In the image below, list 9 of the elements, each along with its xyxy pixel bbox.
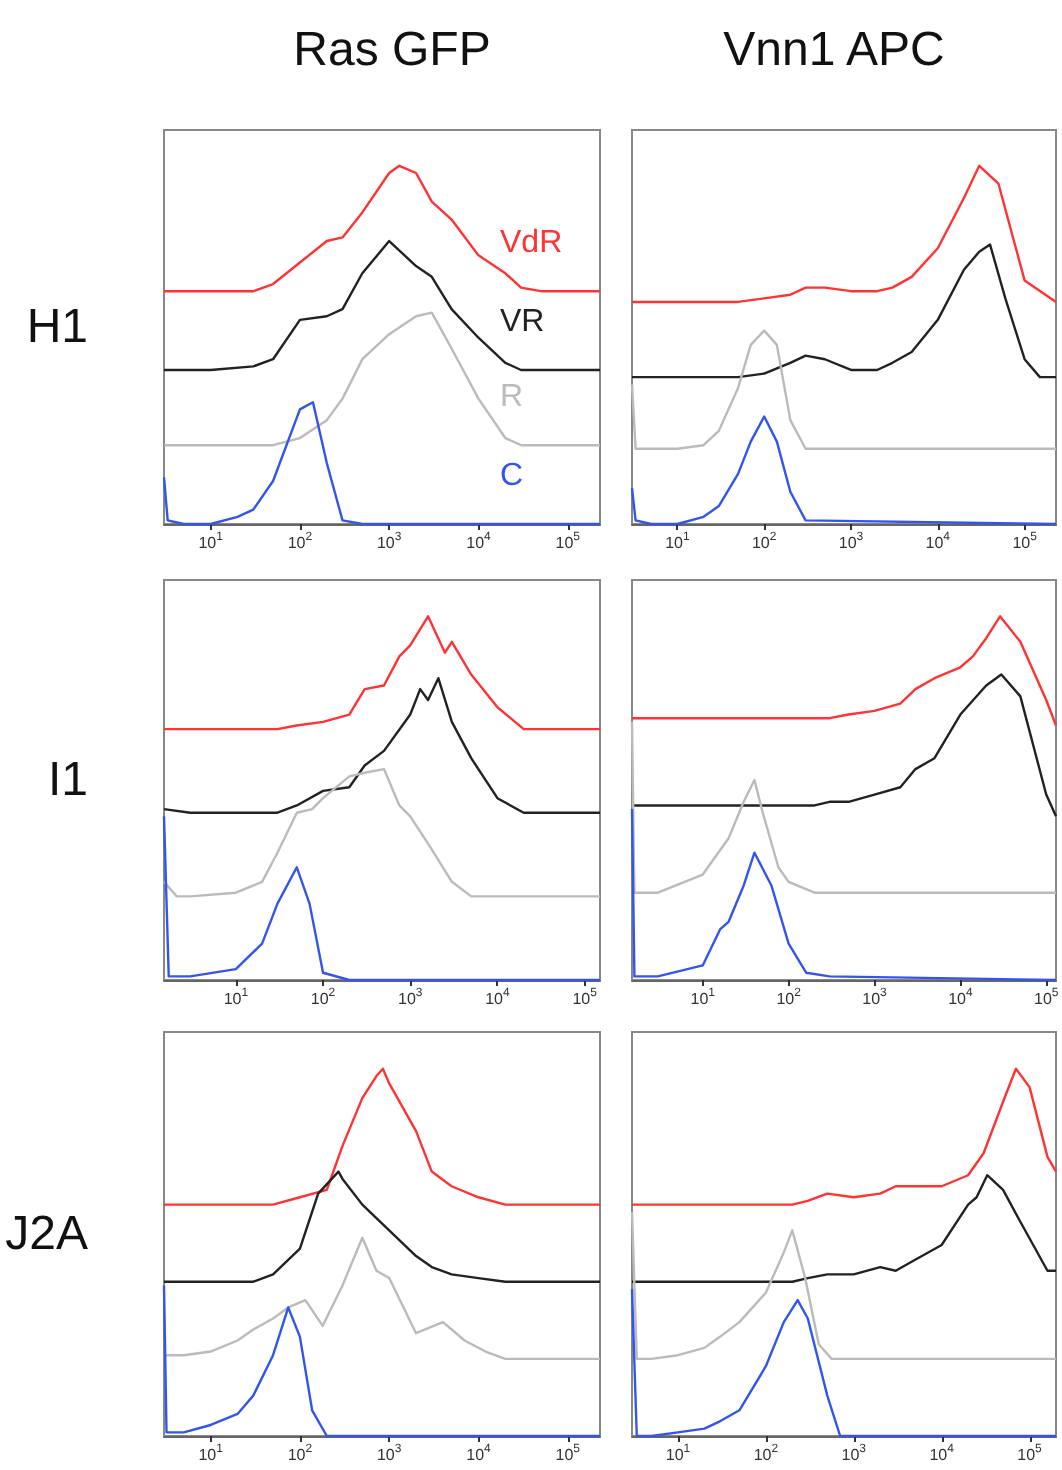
y-axis-title: H1 [26, 300, 88, 354]
chart-title: Ras GFP [293, 23, 491, 77]
y-axis-title: I1 [47, 753, 88, 807]
series-label: VR [500, 304, 545, 339]
series-label: C [500, 459, 524, 493]
series-label: R [500, 380, 524, 415]
series-label: VdR [500, 226, 563, 261]
y-axis-title: J2A [5, 1207, 88, 1261]
chart-title: Vnn1 APC [723, 23, 945, 77]
